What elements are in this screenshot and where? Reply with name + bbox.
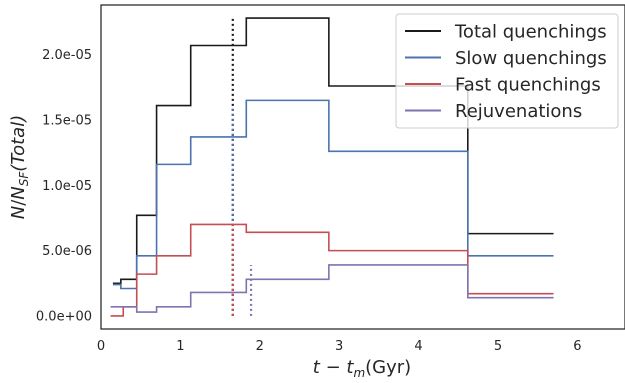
x-axis-label: t − tm(Gyr)	[313, 357, 411, 380]
legend-label: Total quenchings	[454, 22, 607, 43]
legend-label: Slow quenchings	[455, 48, 607, 69]
legend-box	[395, 13, 619, 129]
y-tick-label: 0.0e+00	[36, 309, 92, 324]
series-line-slow-quenchings	[112, 99, 554, 290]
vlines-layer	[231, 18, 253, 316]
legend: Total quenchings Slow quenchings Fast quen…	[395, 13, 619, 129]
series-line-rejuvenations	[110, 264, 554, 313]
x-tick-labels: 0 1 2 3 4 5 6	[97, 339, 582, 354]
x-tick-label: 0	[97, 339, 105, 354]
y-tick-label: 1.0e-05	[42, 179, 92, 194]
x-tick-label: 6	[573, 339, 581, 354]
x-tick-label: 1	[176, 339, 184, 354]
y-axis-label: N/NSF(Total)	[8, 115, 31, 219]
x-tick-label: 3	[335, 339, 343, 354]
legend-label: Rejuvenations	[455, 101, 582, 122]
x-tick-label: 4	[414, 339, 422, 354]
y-tick-label: 2.0e-05	[42, 48, 92, 63]
axes-frame	[100, 4, 625, 330]
y-tick-label: 1.5e-05	[42, 113, 92, 128]
x-tick-label: 5	[494, 339, 502, 354]
x-tick-label: 2	[256, 339, 264, 354]
y-tick-labels: 0.0e+00 5.0e-06 1.0e-05 1.5e-05 2.0e-05	[36, 48, 92, 324]
legend-label: Fast quenchings	[455, 75, 601, 96]
y-tick-label: 5.0e-06	[42, 244, 92, 259]
